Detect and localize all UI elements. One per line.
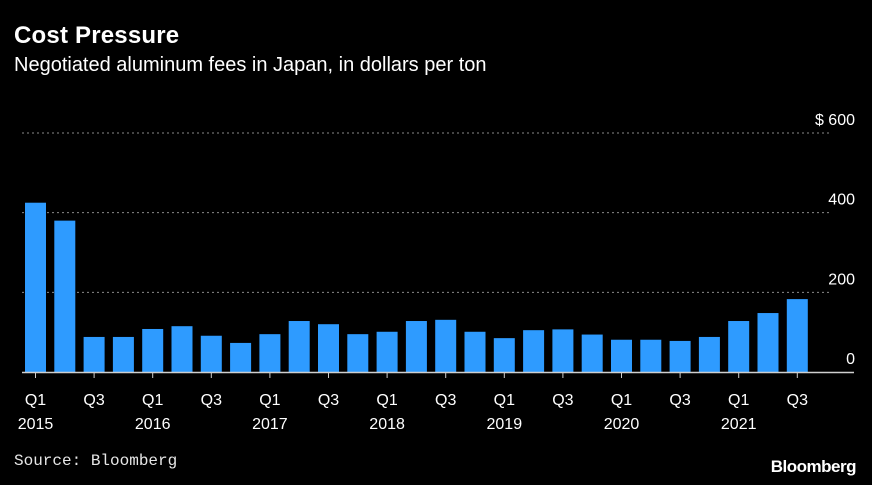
x-tick-label-year: 2017 [252, 416, 288, 433]
y-tick-label: 400 [828, 192, 855, 209]
bar [54, 220, 76, 372]
x-tick-label-quarter: Q1 [25, 392, 46, 409]
x-tick-label-quarter: Q3 [83, 392, 104, 409]
x-tick-label-quarter: Q1 [728, 392, 749, 409]
bar [200, 335, 222, 372]
bar [493, 338, 515, 372]
x-tick-label-year: 2021 [721, 416, 757, 433]
bar [581, 334, 603, 372]
bar [611, 339, 632, 372]
x-tick-label-quarter: Q3 [669, 392, 690, 409]
bar [112, 336, 134, 372]
x-tick-label-quarter: Q1 [376, 392, 397, 409]
source-note: Source: Bloomberg [14, 452, 178, 470]
x-tick-label-quarter: Q1 [611, 392, 632, 409]
bar [464, 331, 486, 372]
chart-subtitle: Negotiated aluminum fees in Japan, in do… [14, 54, 487, 76]
bar [405, 321, 427, 372]
bar [318, 324, 339, 372]
x-tick-label-year: 2015 [18, 416, 54, 433]
y-tick-label: $ 600 [815, 112, 855, 129]
bar [171, 326, 193, 372]
bar [669, 340, 691, 372]
bar [698, 336, 720, 372]
x-tick-label-year: 2019 [487, 416, 523, 433]
x-tick-label-quarter: Q3 [787, 392, 808, 409]
bar [640, 339, 662, 372]
bar [376, 331, 398, 372]
bar [786, 299, 808, 372]
x-tick-label-quarter: Q3 [435, 392, 456, 409]
bar [83, 336, 105, 372]
bloomberg-logo: Bloomberg [770, 457, 857, 476]
y-tick-label: 200 [828, 271, 855, 288]
y-tick-label: 0 [846, 351, 855, 368]
x-tick-label-quarter: Q1 [259, 392, 280, 409]
x-tick-label-quarter: Q1 [142, 392, 163, 409]
bar [259, 334, 281, 372]
chart-title: Cost Pressure [14, 22, 180, 49]
x-tick-label-quarter: Q3 [201, 392, 222, 409]
x-tick-label-quarter: Q3 [552, 392, 573, 409]
x-tick-label-year: 2020 [604, 416, 640, 433]
bar [757, 313, 779, 372]
bar [230, 342, 252, 372]
x-tick-label-year: 2016 [135, 416, 171, 433]
bar [552, 329, 574, 372]
bar [728, 321, 750, 372]
bar [435, 319, 457, 372]
bar [523, 330, 545, 372]
x-tick-label-year: 2018 [369, 416, 405, 433]
bar [25, 202, 46, 372]
bar [288, 321, 310, 372]
bar [347, 334, 369, 372]
bar [142, 328, 164, 372]
x-tick-label-quarter: Q3 [318, 392, 339, 409]
x-tick-label-quarter: Q1 [494, 392, 515, 409]
